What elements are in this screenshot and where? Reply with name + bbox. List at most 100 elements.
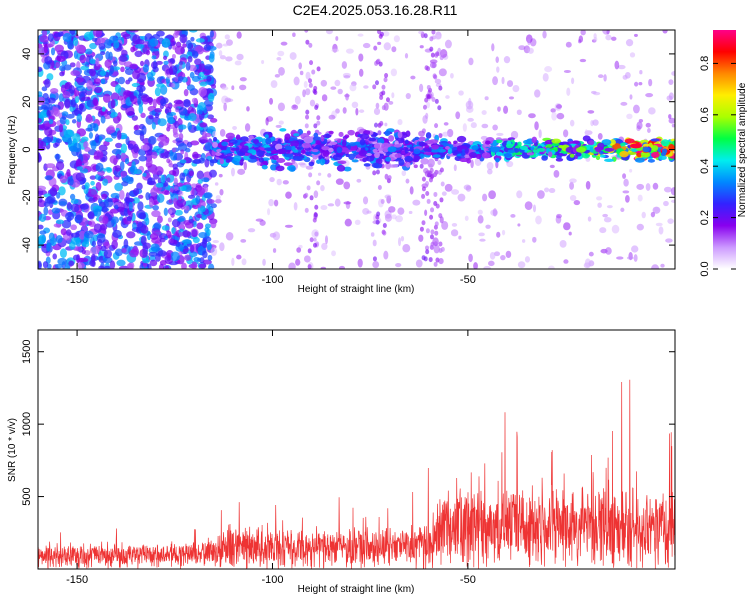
heatmap-panel: -150 -100 -50 -40 -20 0 20 40 Height of straig… [7, 29, 676, 295]
heatmap-cell [139, 248, 148, 258]
heatmap-cell [282, 180, 289, 185]
heatmap-cell [53, 107, 60, 117]
heatmap-cell [311, 149, 319, 153]
heatmap-cell [202, 250, 208, 259]
heatmap-cell [568, 231, 572, 236]
heatmap-cell [102, 178, 109, 186]
heatmap-cell [322, 150, 330, 157]
heatmap-cell [52, 253, 57, 260]
heatmap-cell [617, 64, 626, 70]
heatmap-cell [39, 35, 50, 43]
heatmap-cell [95, 181, 102, 192]
heatmap-cell [89, 122, 97, 129]
heatmap-cell [320, 204, 328, 211]
heatmap-cell [344, 134, 350, 139]
heatmap-cell [280, 41, 288, 46]
heatmap-cell [650, 138, 660, 142]
heatmap-cell [198, 63, 206, 73]
heatmap-cell [265, 137, 272, 145]
heatmap-cell [569, 119, 575, 127]
heatmap-cell [489, 252, 496, 260]
heatmap-cell [371, 162, 380, 169]
heatmap-cell [290, 140, 300, 148]
heatmap-cell [326, 30, 333, 35]
heatmap-cell [505, 250, 512, 259]
heatmap-cell [70, 198, 79, 205]
heatmap-cell [125, 192, 130, 202]
heatmap-cell [548, 265, 555, 269]
heatmap-cell [154, 108, 163, 113]
heatmap-cell [438, 68, 447, 77]
heatmap-cell [599, 227, 607, 234]
heatmap-cell [563, 69, 571, 73]
heatmap-cell [171, 227, 176, 235]
heatmap-cell [219, 158, 224, 165]
heatmap-cell [168, 198, 173, 204]
heatmap-cell [636, 183, 645, 190]
heatmap-cell [121, 247, 127, 254]
heatmap-cell [424, 151, 433, 156]
heatmap-cell [421, 193, 426, 199]
heatmap-cell [442, 131, 449, 137]
heatmap-cell [44, 78, 51, 88]
heatmap-cell [311, 69, 316, 75]
heatmap-cell [179, 190, 184, 196]
heatmap-cell [171, 37, 176, 43]
heatmap-cell [458, 235, 462, 240]
heatmap-cell [90, 140, 97, 150]
colorbar-tick-label: 0.2 [699, 210, 711, 225]
heatmap-x-tick-label: -100 [261, 274, 283, 286]
heatmap-cell [626, 113, 633, 120]
heatmap-cell [159, 237, 166, 243]
heatmap-cell [356, 178, 362, 183]
heatmap-cell [334, 79, 341, 87]
heatmap-cell [48, 103, 53, 111]
heatmap-cell [487, 168, 493, 175]
heatmap-cell [429, 234, 434, 240]
heatmap-cell [284, 133, 291, 141]
heatmap-cell [109, 260, 116, 269]
heatmap-cell [146, 180, 157, 186]
heatmap-cell [309, 237, 314, 243]
heatmap-cell [582, 135, 591, 142]
heatmap-cell [453, 164, 457, 172]
heatmap-cell [429, 214, 434, 220]
heatmap-cell [172, 44, 177, 50]
heatmap-cell [74, 214, 83, 224]
snr-y-axis-label: SNR (10 * v/v) [7, 418, 18, 482]
heatmap-cell [192, 50, 199, 59]
heatmap-cell [464, 215, 469, 221]
heatmap-cell [126, 216, 133, 222]
snr-x-tick-label: -100 [261, 574, 283, 586]
heatmap-cell [110, 216, 119, 224]
heatmap-cell [495, 139, 503, 144]
heatmap-cell [181, 262, 187, 269]
heatmap-cell [490, 146, 501, 153]
heatmap-cell [524, 201, 533, 211]
heatmap-cell [377, 30, 382, 35]
heatmap-cell [218, 173, 223, 178]
heatmap-cell [132, 197, 140, 204]
heatmap-cell [275, 124, 282, 128]
heatmap-cell [189, 244, 195, 253]
heatmap-cell [222, 43, 229, 47]
heatmap-cell [560, 141, 570, 146]
heatmap-cell [384, 130, 391, 137]
heatmap-cell [105, 126, 116, 134]
heatmap-cell [80, 65, 90, 71]
heatmap-cell [465, 185, 472, 192]
heatmap-cell [81, 249, 86, 255]
heatmap-cell [215, 152, 222, 157]
heatmap-cell [304, 207, 309, 213]
heatmap-cell [55, 235, 63, 244]
heatmap-cell [261, 164, 268, 170]
heatmap-cell [437, 105, 442, 111]
heatmap-cell [150, 243, 160, 252]
heatmap-cell [120, 152, 127, 162]
heatmap-cell [148, 135, 157, 145]
heatmap-cell [427, 171, 432, 177]
heatmap-cell [313, 212, 318, 218]
heatmap-cell [602, 213, 608, 218]
heatmap-cell [69, 30, 76, 35]
heatmap-cell [428, 177, 433, 183]
